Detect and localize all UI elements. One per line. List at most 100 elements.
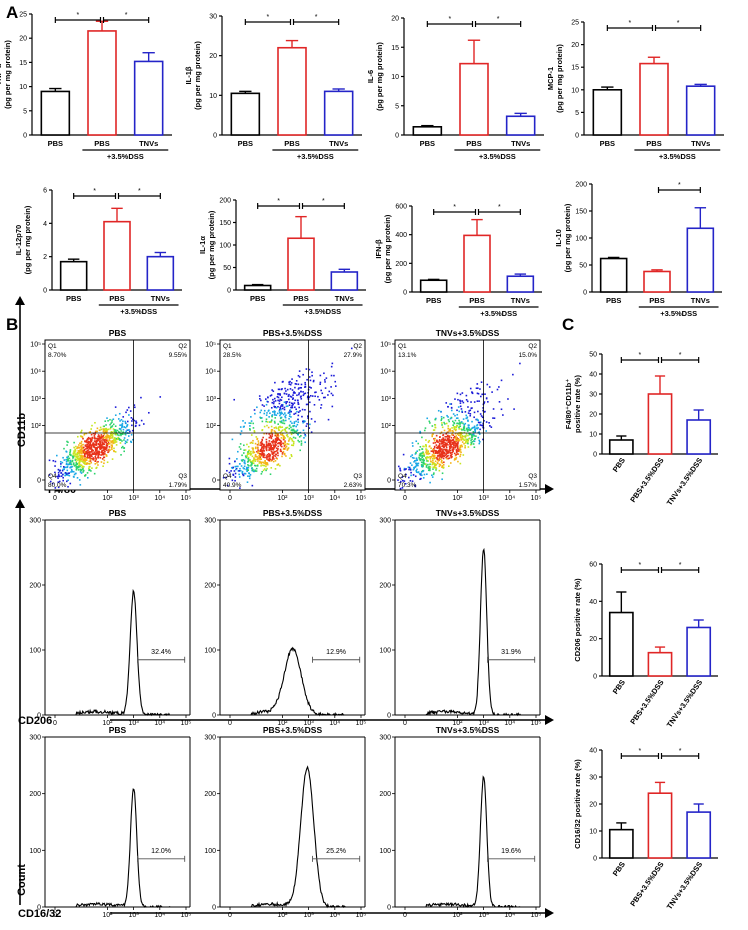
event-dot: [280, 430, 283, 433]
event-dot: [274, 410, 276, 413]
event-dot: [446, 457, 448, 460]
event-dot: [102, 449, 104, 451]
event-dot: [460, 422, 462, 424]
event-dot: [426, 417, 429, 420]
event-dot: [114, 425, 117, 428]
event-dot: [279, 393, 281, 395]
event-dot: [107, 451, 109, 454]
event-dot: [436, 446, 438, 449]
event-dot: [274, 417, 277, 419]
event-dot: [452, 424, 454, 426]
event-dot: [107, 441, 110, 444]
event-dot: [131, 429, 134, 432]
event-dot: [263, 468, 266, 470]
event-dot: [111, 433, 114, 436]
event-dot: [84, 457, 87, 460]
y-axis-title: CD16/32 positive rate (%): [573, 759, 582, 849]
event-dot: [452, 442, 455, 444]
event-dot: [447, 425, 450, 427]
event-dot: [66, 456, 69, 459]
event-dot: [80, 431, 82, 433]
event-dot: [447, 444, 449, 446]
event-dot: [429, 458, 432, 460]
event-dot: [104, 447, 106, 450]
event-dot: [77, 459, 79, 461]
event-dot: [429, 463, 431, 466]
event-dot: [105, 444, 108, 447]
event-dot: [464, 435, 466, 438]
event-dot: [113, 450, 115, 452]
event-dot: [261, 420, 264, 423]
event-dot: [119, 420, 121, 422]
event-dot: [241, 459, 243, 462]
event-dot: [247, 460, 250, 463]
event-dot: [100, 447, 103, 449]
event-dot: [475, 427, 478, 429]
event-dot: [350, 347, 353, 350]
event-dot: [87, 436, 90, 439]
event-dot: [297, 439, 299, 442]
event-dot: [284, 428, 286, 430]
event-dot: [448, 445, 451, 448]
event-dot: [456, 422, 459, 425]
event-dot: [414, 459, 417, 462]
event-dot: [54, 487, 57, 489]
event-dot: [439, 447, 442, 450]
event-dot: [274, 400, 277, 402]
event-dot: [281, 426, 284, 429]
event-dot: [273, 420, 276, 423]
event-dot: [100, 454, 102, 456]
event-dot: [279, 464, 281, 467]
event-dot: [466, 428, 468, 431]
event-dot: [444, 436, 447, 438]
event-dot: [82, 443, 84, 446]
q1-pct: 8.70%: [48, 352, 67, 359]
y-tick-label: 200: [29, 583, 41, 590]
event-dot: [249, 442, 252, 444]
event-dot: [453, 426, 455, 428]
event-dot: [485, 397, 488, 400]
event-dot: [458, 410, 461, 413]
event-dot: [302, 394, 305, 397]
event-dot: [88, 447, 91, 450]
event-dot: [282, 448, 285, 450]
event-dot: [459, 433, 462, 436]
event-dot: [290, 396, 293, 398]
event-dot: [250, 461, 252, 464]
significance-star: *: [498, 204, 501, 211]
event-dot: [261, 439, 264, 442]
event-dot: [260, 458, 262, 460]
event-dot: [300, 383, 303, 386]
event-dot: [441, 472, 444, 475]
event-dot: [112, 442, 114, 445]
event-dot: [69, 463, 71, 466]
category-label: PBS+3.5%DSS: [628, 678, 665, 726]
event-dot: [320, 404, 323, 406]
y-axis-title: IL-10: [554, 229, 563, 247]
event-dot: [273, 446, 276, 449]
event-dot: [244, 462, 246, 465]
event-dot: [409, 462, 412, 464]
event-dot: [411, 456, 414, 459]
event-dot: [114, 414, 117, 416]
event-dot: [408, 466, 411, 469]
event-dot: [458, 439, 461, 442]
event-dot: [94, 440, 97, 443]
event-dot: [159, 396, 162, 398]
event-dot: [230, 466, 233, 469]
event-dot: [282, 438, 285, 441]
event-dot: [131, 424, 133, 427]
event-dot: [519, 362, 521, 365]
event-dot: [247, 451, 249, 453]
histogram-curve: [250, 765, 346, 909]
event-dot: [255, 436, 258, 438]
x-tick-label: 10²: [452, 720, 463, 727]
event-dot: [433, 462, 435, 465]
event-dot: [467, 406, 469, 408]
q4-label: Q4: [398, 473, 407, 480]
category-label: TNVs+3.5%DSS: [665, 456, 705, 507]
event-dot: [449, 452, 452, 455]
event-dot: [100, 436, 103, 439]
